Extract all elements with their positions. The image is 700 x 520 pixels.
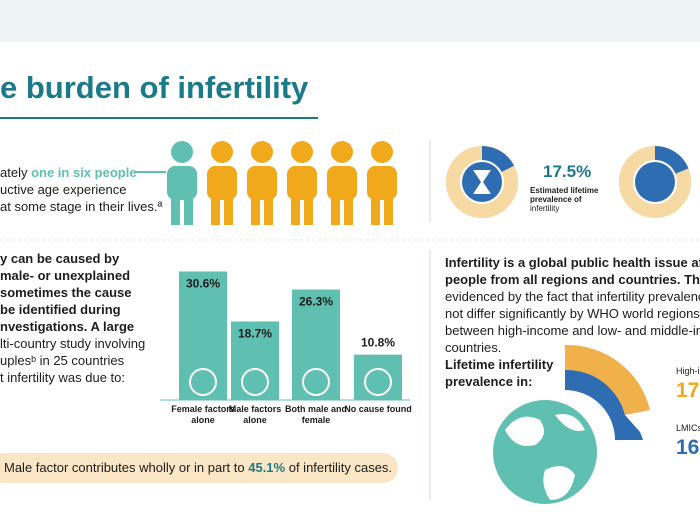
causes-line: t infertility was due to: xyxy=(0,370,125,385)
bar xyxy=(231,321,279,400)
title: e burden of infertility xyxy=(0,70,309,105)
bar xyxy=(179,271,227,400)
intro-line: at some stage in their lives.ª xyxy=(0,199,163,214)
global-line: countries. xyxy=(445,340,502,355)
lmics-value: 16. xyxy=(676,436,700,459)
high-income-value: 17. xyxy=(676,379,700,402)
global-text: Infertility is a global public health is… xyxy=(445,254,700,356)
value-label: 30.6% xyxy=(186,276,220,290)
x-tick-label: Male factors alone xyxy=(228,404,282,425)
cause-icon xyxy=(241,368,269,396)
person xyxy=(367,141,397,225)
causes-line: male- or unexplained xyxy=(0,268,131,283)
global-line: people from all regions and countries. T… xyxy=(445,272,700,287)
intro-line: ately one in six people xyxy=(0,164,137,181)
prevalence-title: Lifetime infertility prevalence in: xyxy=(445,356,553,390)
donut-arc xyxy=(654,145,689,175)
top-band xyxy=(0,0,700,42)
clock-icon xyxy=(635,162,675,202)
prevalence-line: Lifetime infertility xyxy=(445,357,554,372)
caption-line: infertility xyxy=(530,204,560,213)
cause-icon xyxy=(189,368,217,396)
bar xyxy=(354,354,402,400)
globe-land xyxy=(505,414,585,500)
person xyxy=(167,141,197,225)
person xyxy=(247,141,277,225)
donut-caption: Estimated lifetime prevalence of infertili… xyxy=(530,186,598,213)
lmics-label: LMICs xyxy=(676,423,700,433)
high-income-label: High-i xyxy=(676,366,700,376)
caption-line: prevalence of xyxy=(530,195,582,204)
lmics-arc xyxy=(565,369,643,440)
person xyxy=(287,141,317,225)
banner: Male factor contributes wholly or in par… xyxy=(4,460,392,475)
x-tick-label: No cause found xyxy=(344,404,412,414)
text: ately xyxy=(0,165,32,180)
caption-line: Estimated lifetime xyxy=(530,186,599,195)
causes-line: be identified during xyxy=(0,302,121,317)
global-line: evidenced by the fact that infertility p… xyxy=(445,289,700,304)
donut-arc xyxy=(481,146,515,173)
causes-line: lti-country study involving xyxy=(0,336,146,351)
text: Male factor contributes wholly or in par… xyxy=(4,460,249,475)
prevalence-line: prevalence in: xyxy=(445,374,533,389)
person xyxy=(207,141,237,225)
value-label: 10.8% xyxy=(361,336,395,350)
intro-line: uctive age experience xyxy=(0,182,127,197)
cause-icon xyxy=(302,368,330,396)
high-income-arc xyxy=(565,344,650,415)
donut-label: 17.5% xyxy=(543,162,592,181)
x-tick-label: Both male and female xyxy=(284,404,347,425)
value-label: 18.7% xyxy=(238,326,272,340)
x-tick-label: Female factors alone xyxy=(171,404,235,425)
causes-line: y can be caused by xyxy=(0,251,120,266)
highlight: one in six people xyxy=(31,165,137,180)
bar xyxy=(292,289,340,400)
banner-bg xyxy=(0,453,398,483)
hourglass-icon xyxy=(462,162,502,202)
causes-line: uplesᵇ in 25 countries xyxy=(0,353,125,368)
causes-text: y can be caused by male- or unexplained so… xyxy=(0,250,145,386)
people xyxy=(167,141,397,225)
cause-icon xyxy=(364,368,392,396)
value-label: 26.3% xyxy=(299,295,333,309)
highlight: 45.1% xyxy=(248,460,286,475)
global-line: between high-income and low- and middle-… xyxy=(445,323,700,338)
person xyxy=(327,141,357,225)
causes-line: nvestigations. A large xyxy=(0,319,135,334)
causes-line: sometimes the cause xyxy=(0,285,132,300)
global-line: Infertility is a global public health is… xyxy=(445,255,700,270)
text: of infertility cases. xyxy=(285,460,393,475)
global-line: not differ significantly by WHO world re… xyxy=(445,306,700,321)
